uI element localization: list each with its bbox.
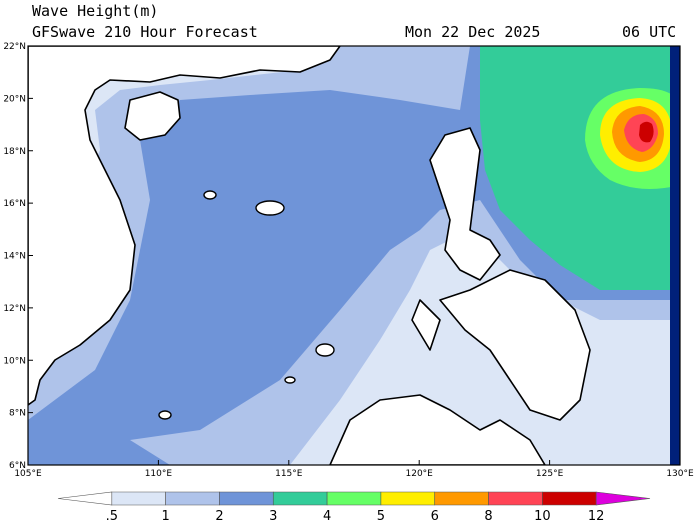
colorbar-label: 2 <box>215 509 223 524</box>
colorbar-swatch <box>542 491 597 506</box>
colorbar-label: .5 <box>106 509 118 524</box>
lat-label: 6°N <box>9 461 26 471</box>
lat-label: 22°N <box>3 42 26 52</box>
colorbar-label: 1 <box>161 509 169 524</box>
colorbar-swatch <box>219 491 274 506</box>
lat-label: 8°N <box>9 409 26 419</box>
lat-label: 20°N <box>3 94 26 104</box>
title: Wave Height(m) <box>32 2 158 20</box>
lon-label: 115°E <box>275 469 303 479</box>
colorbar-label: 12 <box>588 509 605 524</box>
colorbar-label: 5 <box>377 509 385 524</box>
lon-label: 110°E <box>145 469 173 479</box>
colorbar-swatch <box>380 491 436 506</box>
date: Mon 22 Dec 2025 <box>405 23 540 41</box>
colorbar-label: 6 <box>431 509 439 524</box>
colorbar-swatch <box>165 491 220 506</box>
lat-label: 16°N <box>3 199 26 209</box>
lat-label: 12°N <box>3 304 26 314</box>
colorbar-label: 8 <box>484 509 492 524</box>
colorbar-swatch <box>272 491 328 506</box>
subtitle: GFSwave 210 Hour Forecast <box>32 23 258 41</box>
lat-label: 18°N <box>3 147 26 157</box>
colorbar-swatch <box>488 491 543 506</box>
colorbar-label: 4 <box>323 509 331 524</box>
lat-label: 14°N <box>3 252 26 262</box>
time: 06 UTC <box>622 23 676 41</box>
colorbar-swatch <box>434 491 489 506</box>
lon-label: 130°E <box>666 469 694 479</box>
colorbar-swatch <box>595 491 651 506</box>
lon-label: 120°E <box>406 469 434 479</box>
colorbar-swatch <box>111 491 166 506</box>
colorbar-label: 10 <box>534 509 551 524</box>
map-field <box>28 46 680 465</box>
colorbar-swatch <box>326 491 382 506</box>
colorbar-label: 3 <box>269 509 277 524</box>
lon-label: 105°E <box>14 469 42 479</box>
lat-label: 10°N <box>3 356 26 366</box>
lon-label: 125°E <box>536 469 564 479</box>
colorbar-swatch <box>57 491 113 506</box>
